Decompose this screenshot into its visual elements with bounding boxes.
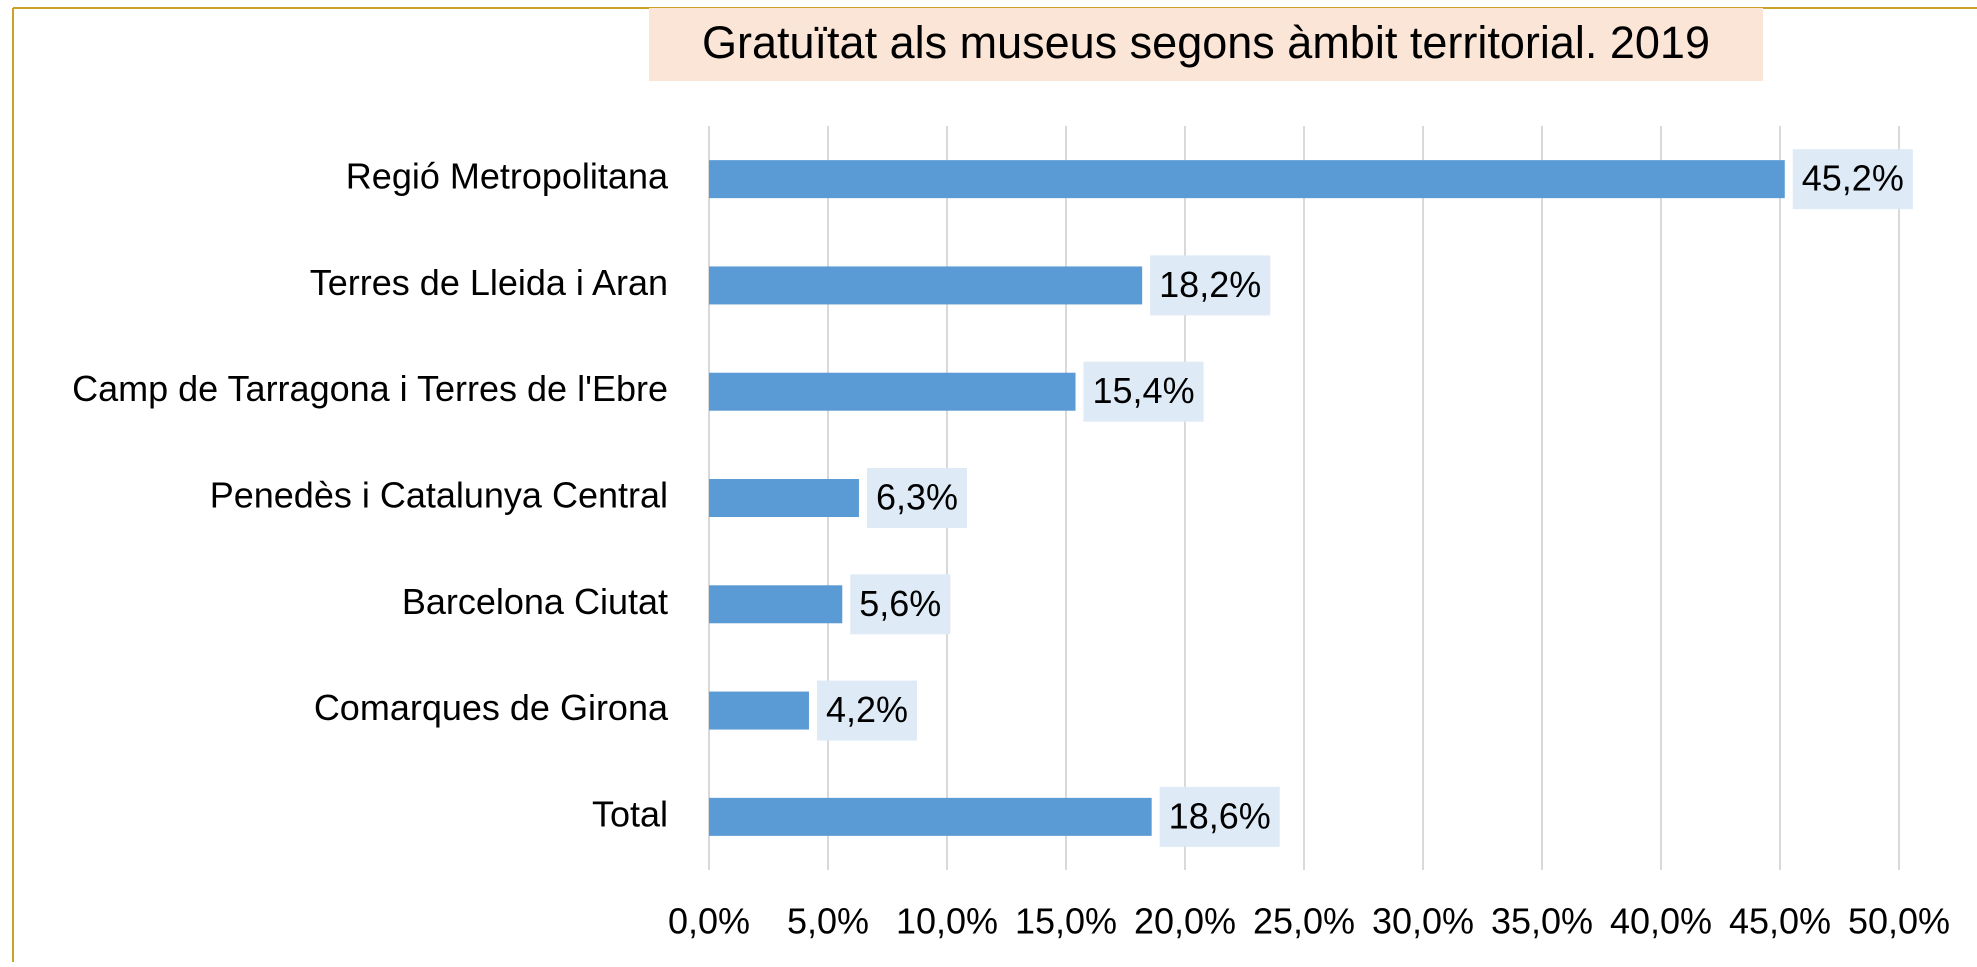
y-tick-label: Total bbox=[592, 793, 668, 834]
data-label: 5,6% bbox=[859, 583, 941, 624]
y-tick-label: Regió Metropolitana bbox=[346, 156, 669, 197]
bar bbox=[709, 372, 1076, 411]
bar bbox=[709, 585, 843, 624]
x-tick-label: 35,0% bbox=[1491, 901, 1593, 942]
data-label: 18,2% bbox=[1159, 264, 1261, 305]
data-label: 15,4% bbox=[1093, 370, 1195, 411]
y-tick-label: Barcelona Ciutat bbox=[402, 581, 668, 622]
data-label-background bbox=[866, 468, 968, 528]
data-label: 4,2% bbox=[826, 689, 908, 730]
title-background bbox=[649, 8, 1763, 81]
data-label-background bbox=[1150, 255, 1271, 316]
data-label: 45,2% bbox=[1802, 158, 1904, 199]
y-tick-label: Penedès i Catalunya Central bbox=[210, 475, 668, 516]
data-label-background bbox=[850, 574, 951, 635]
bar bbox=[709, 266, 1143, 305]
data-label-background bbox=[816, 680, 918, 741]
bar bbox=[709, 479, 859, 517]
bar bbox=[709, 160, 1785, 199]
x-tick-label: 50,0% bbox=[1848, 901, 1950, 942]
data-label-background bbox=[1792, 149, 1913, 210]
y-tick-label: Terres de Lleida i Aran bbox=[310, 262, 668, 303]
x-tick-label: 25,0% bbox=[1253, 901, 1355, 942]
x-tick-label: 0,0% bbox=[668, 901, 750, 942]
x-tick-label: 30,0% bbox=[1372, 901, 1474, 942]
x-tick-label: 40,0% bbox=[1610, 901, 1712, 942]
x-tick-label: 10,0% bbox=[896, 901, 998, 942]
data-label-background bbox=[1159, 786, 1280, 847]
x-tick-label: 15,0% bbox=[1015, 901, 1117, 942]
y-tick-label: Comarques de Girona bbox=[314, 687, 669, 728]
bar bbox=[709, 691, 809, 730]
x-tick-label: 5,0% bbox=[787, 901, 869, 942]
data-label-background bbox=[1083, 361, 1204, 422]
data-label: 18,6% bbox=[1169, 795, 1271, 836]
y-tick-label: Camp de Tarragona i Terres de l'Ebre bbox=[72, 368, 668, 409]
data-label: 6,3% bbox=[876, 477, 958, 518]
x-tick-label: 20,0% bbox=[1134, 901, 1236, 942]
x-tick-label: 45,0% bbox=[1729, 901, 1831, 942]
chart-title: Gratuïtat als museus segons àmbit territ… bbox=[702, 17, 1710, 68]
bar bbox=[709, 797, 1152, 836]
